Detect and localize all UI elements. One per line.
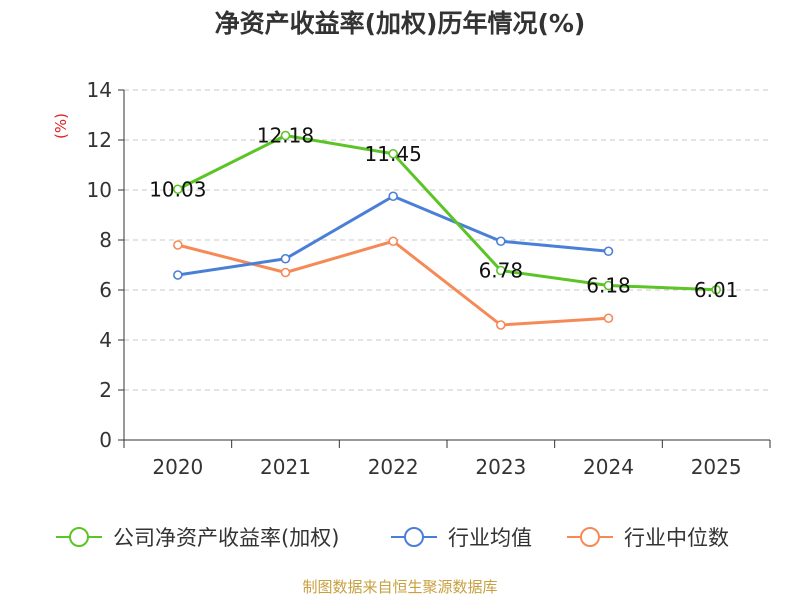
data-point-2 bbox=[280, 267, 291, 278]
axes: 0 2 4 6 8 10 12 14 2020 2021 2022 2023 2024 2025 bbox=[87, 78, 771, 479]
x-tick-label: 2024 bbox=[583, 455, 634, 479]
data-point-0 bbox=[388, 148, 398, 159]
series-lines bbox=[173, 130, 721, 330]
data-point-2 bbox=[388, 236, 398, 247]
legend-marker-1 bbox=[404, 527, 424, 547]
series-line-2 bbox=[177, 239, 609, 327]
legend-label-2: 行业中位数 bbox=[624, 526, 729, 550]
data-label: 6.01 bbox=[694, 278, 739, 302]
y-tick-label: 14 bbox=[87, 78, 112, 102]
legend-label-1: 行业均值 bbox=[448, 526, 532, 550]
data-point-0 bbox=[711, 284, 721, 295]
legend-marker-2 bbox=[580, 527, 600, 547]
y-tick-label: 2 bbox=[99, 378, 112, 402]
y-axis-unit-label: (%) bbox=[52, 113, 70, 139]
data-point-1 bbox=[280, 253, 291, 264]
data-point-0 bbox=[603, 280, 614, 291]
data-labels: 10.03 12.18 11.45 6.78 6.18 6.01 bbox=[149, 124, 738, 302]
x-tick-label: 2022 bbox=[368, 455, 419, 479]
series-line-0 bbox=[177, 134, 717, 292]
x-tick-label: 2023 bbox=[475, 455, 526, 479]
data-label: 6.18 bbox=[586, 274, 631, 298]
data-label: 10.03 bbox=[149, 177, 206, 201]
legend-marker-0 bbox=[69, 527, 89, 547]
legend-label-0: 公司净资产收益率(加权) bbox=[113, 526, 339, 550]
x-tick-label: 2025 bbox=[691, 455, 742, 479]
data-label: 6.78 bbox=[479, 259, 524, 283]
data-point-0 bbox=[496, 265, 506, 276]
data-point-1 bbox=[496, 236, 506, 247]
grid-lines bbox=[124, 89, 770, 391]
y-tick-label: 4 bbox=[99, 328, 112, 352]
x-tick-label: 2020 bbox=[152, 455, 203, 479]
data-point-1 bbox=[388, 191, 398, 202]
data-point-2 bbox=[603, 313, 614, 324]
y-tick-label: 12 bbox=[87, 128, 112, 152]
series-line-1 bbox=[177, 194, 609, 277]
data-point-1 bbox=[603, 246, 614, 257]
y-tick-label: 6 bbox=[99, 278, 112, 302]
data-label: 12.18 bbox=[257, 124, 314, 148]
source-note: 制图数据来自恒生聚源数据库 bbox=[302, 578, 497, 596]
legend: 公司净资产收益率(加权) 行业均值 行业中位数 bbox=[56, 526, 729, 550]
data-label: 11.45 bbox=[365, 142, 422, 166]
y-tick-label: 10 bbox=[87, 178, 112, 202]
y-tick-label: 0 bbox=[99, 428, 112, 452]
data-point-2 bbox=[173, 240, 183, 250]
data-point-1 bbox=[173, 270, 183, 280]
x-tick-label: 2021 bbox=[260, 455, 311, 479]
data-point-2 bbox=[496, 320, 506, 330]
data-point-0 bbox=[173, 184, 183, 195]
data-point-0 bbox=[280, 130, 291, 141]
chart-title: 净资产收益率(加权)历年情况(%) bbox=[215, 9, 586, 38]
y-tick-label: 8 bbox=[99, 228, 112, 252]
